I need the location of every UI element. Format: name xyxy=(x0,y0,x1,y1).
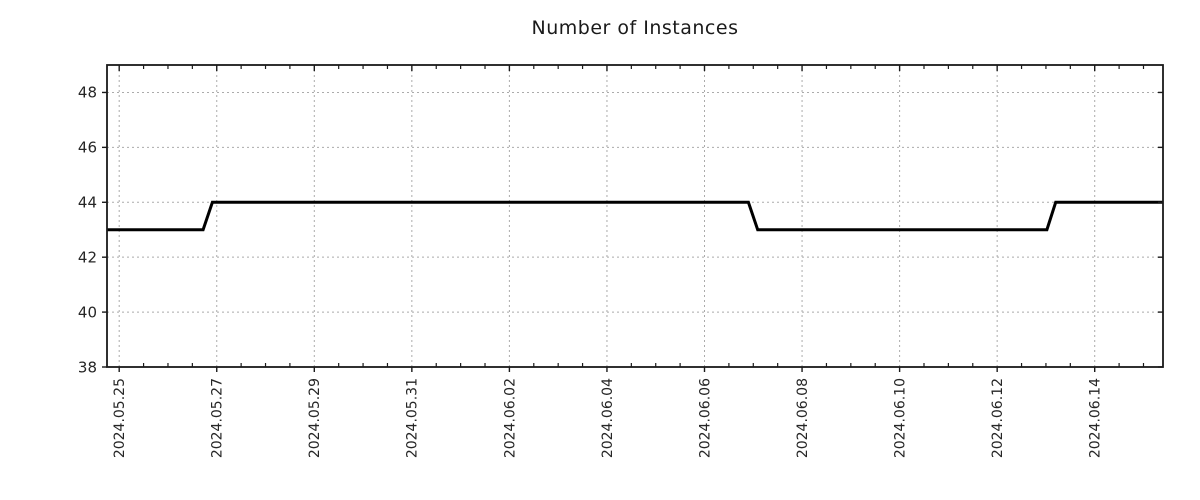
y-tick-label: 48 xyxy=(78,84,97,102)
x-tick-label: 2024.06.04 xyxy=(600,378,616,458)
y-tick-label: 44 xyxy=(78,194,97,212)
x-tick-label: 2024.05.31 xyxy=(405,378,421,458)
y-tick-label: 46 xyxy=(78,139,97,157)
y-tick-label: 40 xyxy=(78,303,97,321)
x-tick-label: 2024.06.06 xyxy=(697,378,713,458)
x-tick-label: 2024.06.10 xyxy=(893,378,909,458)
plot-border xyxy=(106,64,1164,368)
x-tick-label: 2024.05.25 xyxy=(112,378,128,458)
chart-title: Number of Instances xyxy=(531,17,739,39)
y-tick-label: 42 xyxy=(78,248,97,266)
step-line-instances xyxy=(107,200,1163,232)
x-tick-label: 2024.05.27 xyxy=(210,378,226,458)
x-tick-label: 2024.05.29 xyxy=(307,378,323,458)
x-tick-label: 2024.06.12 xyxy=(990,378,1006,458)
y-tick-label: 38 xyxy=(78,358,97,376)
x-tick-label: 2024.06.14 xyxy=(1088,378,1104,458)
x-tick-label: 2024.06.02 xyxy=(502,378,518,458)
x-tick-label: 2024.06.08 xyxy=(795,378,811,458)
